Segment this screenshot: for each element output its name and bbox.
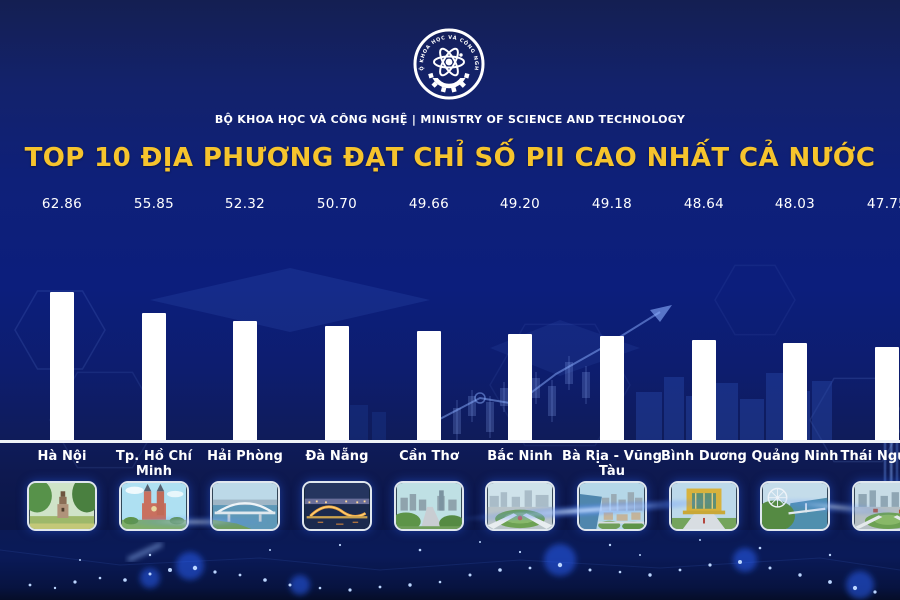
bar-value-label: 49.20 xyxy=(499,196,541,212)
thumb-ha-noi-image xyxy=(27,481,97,531)
ministry-emblem-logo: BỘ KHOA HỌC VÀ CÔNG NGHỆ xyxy=(412,26,485,100)
city-label-ba-ria-vung-tau: Bà Rịa - Vũng Tàu xyxy=(561,449,663,479)
thumb-bac-ninh-image xyxy=(485,481,555,531)
city-label-binh-duong: Bình Dương xyxy=(661,449,747,464)
thumb-hai-phong-image xyxy=(210,481,280,531)
bar-value-label: 48.03 xyxy=(774,196,816,212)
city-label-thai-nguyen: Thái Nguyên xyxy=(840,449,900,464)
bar-value-label: 52.32 xyxy=(224,196,266,212)
bar-bac-ninh xyxy=(508,334,532,441)
city-label-can-tho: Cần Thơ xyxy=(399,449,459,464)
bar-da-nang xyxy=(325,326,349,441)
thumb-thai-nguyen-image xyxy=(852,481,900,531)
bar-ba-ria-vung-tau xyxy=(600,336,624,441)
chart-baseline xyxy=(0,440,900,443)
bar-quang-ninh xyxy=(783,343,807,441)
city-label-quang-ninh: Quảng Ninh xyxy=(751,449,839,464)
bar-ha-noi xyxy=(50,292,74,441)
atom-icon xyxy=(433,47,465,77)
thumb-quang-ninh-image xyxy=(760,481,830,531)
bar-value-label: 50.70 xyxy=(316,196,358,212)
thumb-da-nang-image xyxy=(302,481,372,531)
thumb-ba-ria-vung-tau-image xyxy=(577,481,647,531)
city-label-ho-chi-minh: Tp. Hồ Chí Minh xyxy=(115,449,193,479)
thumb-ho-chi-minh-image xyxy=(119,481,189,531)
earth-night-band xyxy=(0,530,900,600)
city-label-ha-noi: Hà Nội xyxy=(37,449,87,464)
bar-value-label: 47.75 xyxy=(866,196,900,212)
city-label-hai-phong: Hải Phòng xyxy=(207,449,283,464)
bar-ho-chi-minh xyxy=(142,313,166,441)
page-title: TOP 10 ĐỊA PHƯƠNG ĐẠT CHỈ SỐ PII CAO NHẤ… xyxy=(24,143,876,173)
thumb-can-tho-image xyxy=(394,481,464,531)
bar-binh-duong xyxy=(692,340,716,441)
thumb-binh-duong-image xyxy=(669,481,739,531)
bar-value-label: 55.85 xyxy=(133,196,175,212)
bar-value-label: 48.64 xyxy=(683,196,725,212)
city-label-da-nang: Đà Nẵng xyxy=(305,449,369,464)
bar-value-label: 49.66 xyxy=(408,196,450,212)
ministry-name-line: BỘ KHOA HỌC VÀ CÔNG NGHỆ | MINISTRY OF S… xyxy=(214,113,686,126)
bar-can-tho xyxy=(417,331,441,441)
bar-value-label: 62.86 xyxy=(41,196,83,212)
bar-thai-nguyen xyxy=(875,347,899,441)
bar-hai-phong xyxy=(233,321,257,441)
bar-value-label: 49.18 xyxy=(591,196,633,212)
city-label-bac-ninh: Bắc Ninh xyxy=(487,449,553,464)
